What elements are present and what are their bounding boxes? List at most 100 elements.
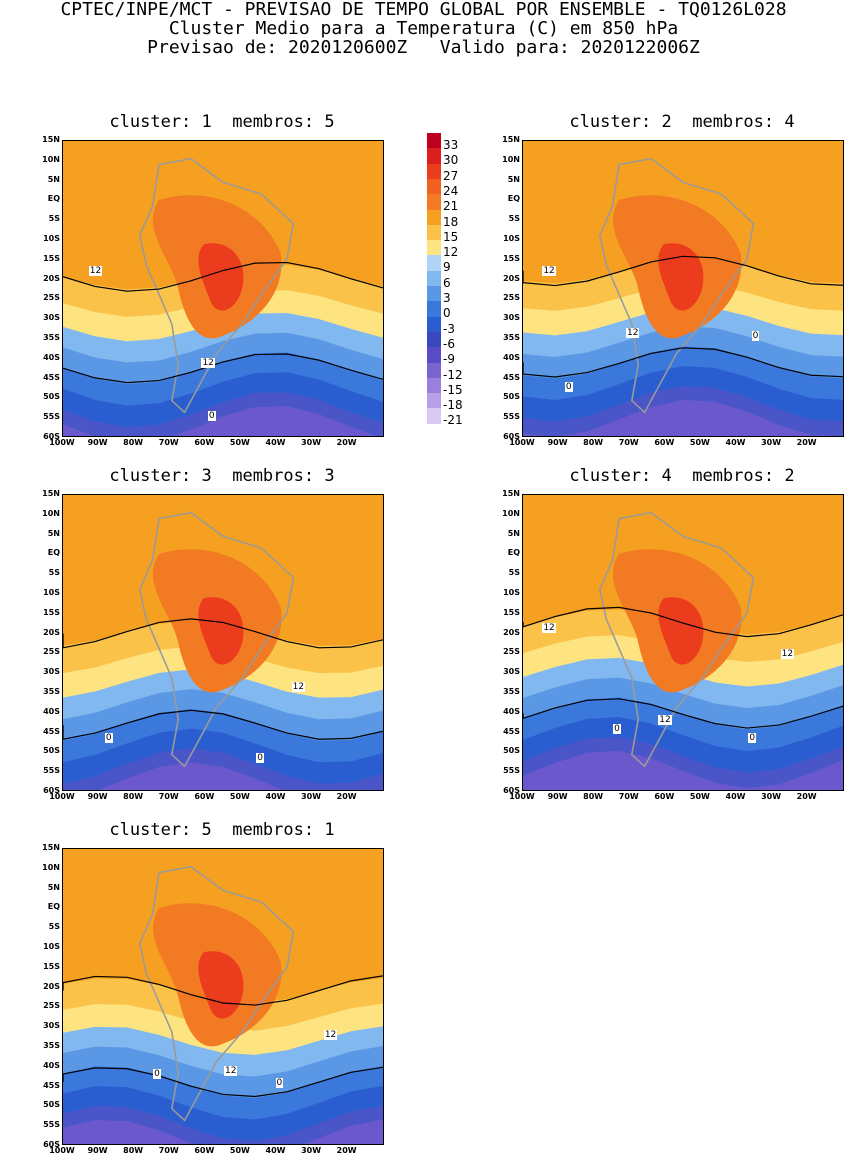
contour-label: 0 [613, 723, 621, 734]
y-tick-label: 15S [503, 607, 520, 617]
y-tick-label: 5S [48, 922, 60, 932]
x-tick-label: 60W [194, 792, 215, 801]
x-tick-label: 40W [725, 792, 746, 801]
x-tick-label: 50W [689, 792, 710, 801]
y-tick-label: 30S [503, 313, 520, 323]
x-tick-label: 30W [761, 438, 782, 447]
y-tick-label: 60S [43, 1140, 60, 1149]
y-tick-label: 10S [43, 588, 60, 597]
colorbar-label: -9 [443, 352, 455, 367]
y-tick-label: 10S [43, 234, 60, 243]
contour-0 [523, 347, 843, 378]
x-tick-label: 90W [87, 792, 108, 801]
x-tick-label: 100W [49, 1146, 75, 1155]
y-tick-label: 15N [502, 135, 520, 144]
x-tick-label: 80W [583, 438, 604, 447]
y-tick-label: 10N [42, 862, 60, 872]
y-tick-label: 15N [502, 489, 520, 498]
colorbar-swatch [427, 163, 441, 180]
colorbar-label: 27 [443, 168, 459, 183]
contour-label: 12 [626, 328, 640, 339]
colorbar-label: -3 [443, 321, 455, 336]
y-tick-label: EQ [47, 548, 60, 558]
contour-label: 12 [542, 622, 556, 633]
y-tick-label: 25S [43, 293, 60, 303]
y-tick-label: 15N [42, 135, 60, 144]
panel-title-4: cluster: 4 membros: 2 [569, 466, 795, 486]
x-tick-label: 20W [336, 1146, 357, 1155]
y-tick-label: 10S [503, 588, 520, 597]
y-tick-label: 20S [503, 627, 520, 637]
coastline [598, 157, 755, 414]
contour-12 [523, 606, 843, 638]
colorbar-swatch [427, 377, 441, 394]
contour-label: 12 [323, 1030, 338, 1041]
contour-12 [63, 261, 383, 292]
y-tick-label: 55S [43, 1120, 60, 1130]
y-tick-label: 35S [503, 687, 520, 696]
contour-label: 12 [780, 649, 795, 660]
colorbar-label: -21 [443, 413, 463, 428]
contour-label: 12 [224, 1065, 238, 1076]
x-tick-label: 20W [336, 438, 357, 447]
contour-0 [63, 709, 383, 740]
map-field [523, 495, 843, 790]
y-tick-label: 40S [503, 352, 520, 362]
colorbar-label: -15 [443, 382, 463, 397]
y-tick-label: 5S [508, 214, 520, 224]
y-tick-label: 45S [503, 726, 520, 736]
y-tick-label: EQ [507, 194, 520, 204]
y-tick-label: 25S [43, 1001, 60, 1011]
y-tick-label: 10N [502, 508, 520, 518]
y-tick-label: 50S [43, 1100, 60, 1110]
y-tick-label: 20S [43, 981, 60, 991]
y-tick-label: 50S [43, 746, 60, 756]
colorbar-swatch [427, 362, 441, 379]
y-tick-label: 10N [502, 154, 520, 164]
contour-label: 12 [542, 265, 556, 276]
x-tick-label: 40W [265, 438, 286, 447]
y-tick-label: 5S [48, 214, 60, 224]
colorbar-label: 12 [443, 245, 459, 260]
contour-label: 0 [104, 732, 113, 743]
colorbar [427, 133, 441, 425]
x-tick-label: 60W [194, 1146, 215, 1155]
x-tick-label: 40W [265, 792, 286, 801]
y-tick-label: 60S [503, 432, 520, 441]
contour-label: 12 [291, 682, 306, 693]
panel-title-3: cluster: 3 membros: 3 [109, 466, 335, 486]
colorbar-swatch [427, 286, 441, 302]
contour-label: 12 [658, 714, 672, 725]
y-tick-label: 45S [503, 372, 520, 382]
x-tick-label: 70W [158, 1146, 179, 1155]
y-tick-label: 15S [43, 961, 60, 971]
header-line-1: CPTEC/INPE/MCT - PREVISAO DE TEMPO GLOBA… [60, 0, 787, 20]
x-tick-label: 70W [618, 438, 639, 447]
x-tick-label: 50W [229, 1146, 250, 1155]
x-tick-label: 20W [796, 438, 817, 447]
temperature-map-3: 12 0 0 [62, 494, 384, 791]
colorbar-label: -12 [443, 367, 463, 382]
colorbar-swatch [427, 301, 441, 318]
y-tick-label: 35S [43, 1041, 60, 1050]
colorbar-label: 18 [443, 214, 459, 229]
contour-label: 0 [751, 331, 760, 342]
panel-title-2: cluster: 2 membros: 4 [569, 112, 795, 132]
colorbar-swatch [427, 393, 441, 409]
x-tick-label: 50W [689, 438, 710, 447]
x-tick-label: 70W [158, 792, 179, 801]
colorbar-swatch [427, 194, 441, 210]
y-tick-label: 55S [43, 766, 60, 776]
x-tick-label: 40W [265, 1146, 286, 1155]
x-tick-label: 60W [654, 438, 675, 447]
colorbar-swatch [427, 178, 441, 195]
map-field [63, 141, 383, 436]
contour-12 [63, 618, 383, 649]
x-tick-label: 30W [761, 792, 782, 801]
coastline [138, 865, 295, 1122]
y-tick-label: 50S [43, 392, 60, 402]
y-tick-label: 55S [503, 766, 520, 776]
field-hottest-region [658, 243, 704, 311]
x-tick-label: 90W [87, 438, 108, 447]
y-tick-label: 60S [503, 786, 520, 795]
